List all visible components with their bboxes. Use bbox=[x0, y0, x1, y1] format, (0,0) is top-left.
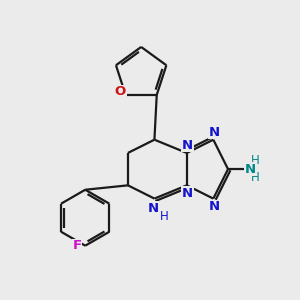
Text: N: N bbox=[182, 187, 193, 200]
Text: H: H bbox=[251, 171, 260, 184]
Text: F: F bbox=[72, 239, 82, 252]
Text: N: N bbox=[244, 163, 256, 176]
Text: H: H bbox=[251, 154, 260, 167]
Text: N: N bbox=[182, 139, 193, 152]
Text: H: H bbox=[160, 210, 169, 223]
Text: O: O bbox=[115, 85, 126, 98]
Text: N: N bbox=[208, 125, 220, 139]
Text: N: N bbox=[208, 200, 220, 213]
Text: N: N bbox=[147, 202, 158, 214]
